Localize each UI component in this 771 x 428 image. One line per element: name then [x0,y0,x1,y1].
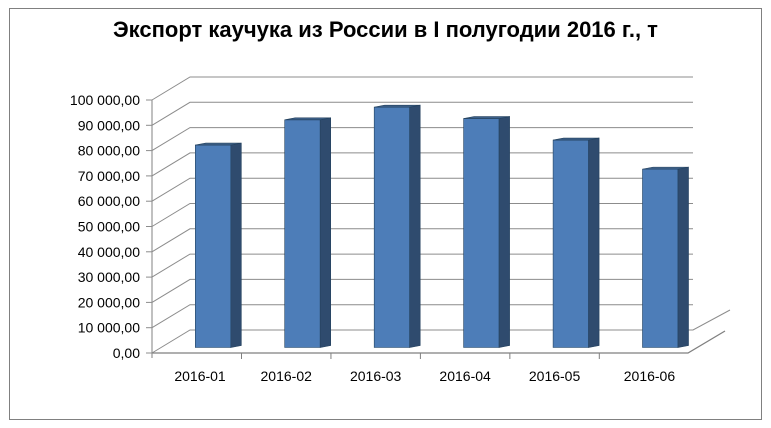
svg-text:40 000,00: 40 000,00 [78,244,140,260]
svg-text:2016-03: 2016-03 [350,368,402,384]
svg-text:2016-02: 2016-02 [261,368,313,384]
svg-text:2016-05: 2016-05 [529,368,581,384]
svg-text:30 000,00: 30 000,00 [78,269,140,285]
svg-text:80 000,00: 80 000,00 [78,143,140,159]
svg-text:50 000,00: 50 000,00 [78,219,140,235]
svg-text:20 000,00: 20 000,00 [78,294,140,310]
svg-text:2016-06: 2016-06 [624,368,676,384]
svg-text:10 000,00: 10 000,00 [78,320,140,336]
svg-text:2016-01: 2016-01 [174,368,226,384]
svg-text:60 000,00: 60 000,00 [78,193,140,209]
svg-text:2016-04: 2016-04 [439,368,491,384]
svg-text:100 000,00: 100 000,00 [70,92,140,108]
svg-text:70 000,00: 70 000,00 [78,168,140,184]
svg-text:0,00: 0,00 [113,345,140,361]
svg-text:90 000,00: 90 000,00 [78,117,140,133]
